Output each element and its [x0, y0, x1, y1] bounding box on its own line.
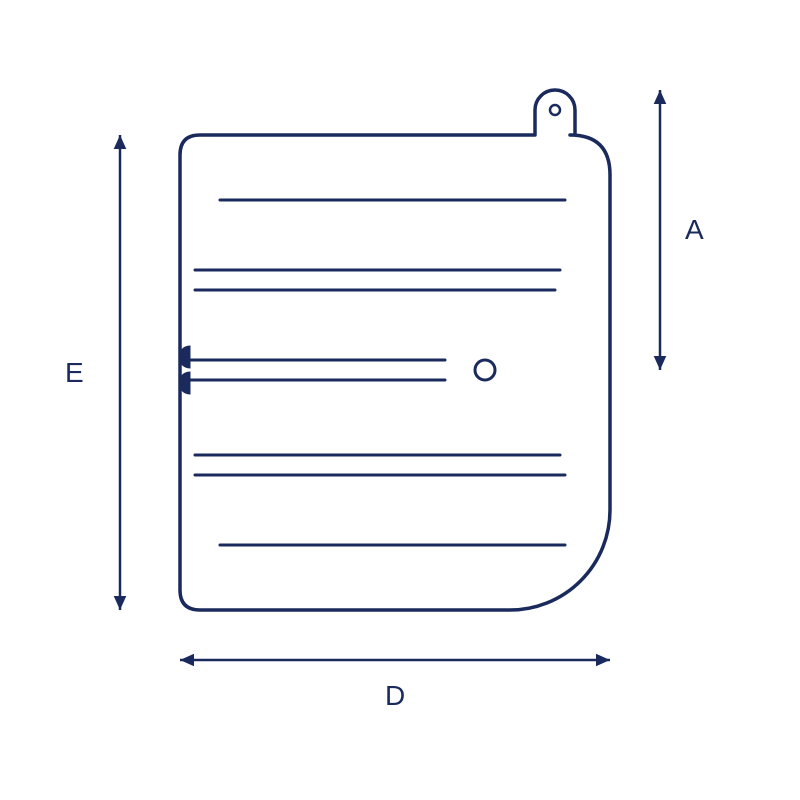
- dimension-label-a: A: [685, 214, 704, 246]
- dimension-label-d: D: [385, 680, 405, 712]
- diagram-canvas: E D A: [0, 0, 800, 800]
- dimension-label-e: E: [65, 357, 84, 389]
